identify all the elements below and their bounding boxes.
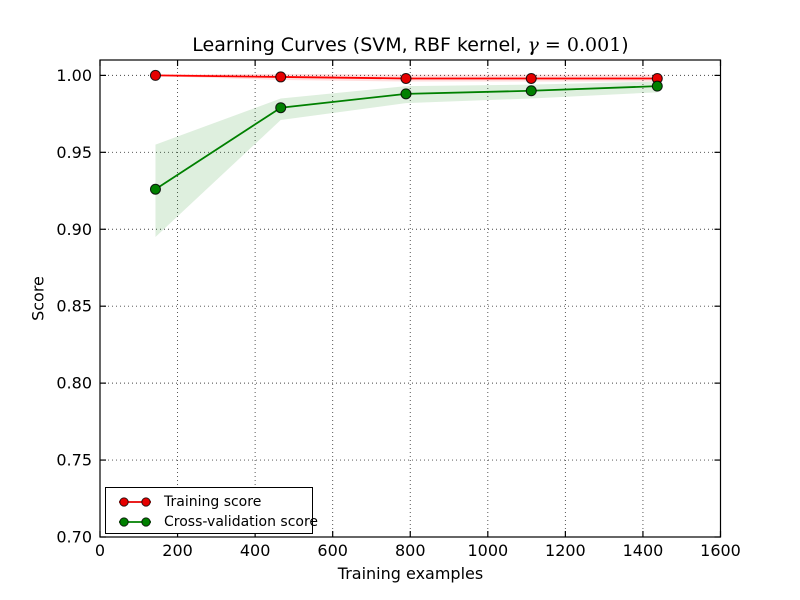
y-tick-label: 0.85 bbox=[56, 297, 92, 316]
plot-area bbox=[100, 60, 721, 537]
x-tick-label: 1400 bbox=[623, 541, 664, 560]
gamma-value: = 0.001 bbox=[538, 34, 622, 56]
x-tick-label: 1600 bbox=[700, 541, 741, 560]
legend-label: Cross-validation score bbox=[164, 514, 319, 530]
legend-label: Training score bbox=[164, 494, 262, 510]
x-axis-label: Training examples bbox=[337, 564, 484, 583]
x-tick-label: 1200 bbox=[545, 541, 586, 560]
data-point-cv bbox=[275, 102, 287, 114]
y-tick-label: 0.90 bbox=[56, 220, 92, 239]
y-axis-label: Score bbox=[28, 276, 48, 321]
x-tick-label: 1000 bbox=[467, 541, 508, 560]
x-tick-label: 0 bbox=[95, 541, 105, 560]
data-point-train bbox=[525, 72, 537, 84]
legend-marker-icon bbox=[119, 497, 151, 507]
chart-title-text: Learning Curves (SVM, RBF kernel, bbox=[192, 34, 528, 56]
y-tick-label: 0.80 bbox=[56, 374, 92, 393]
chart-title: Learning Curves (SVM, RBF kernel, γ = 0.… bbox=[100, 34, 721, 56]
chart-title-suffix: ) bbox=[621, 34, 629, 56]
y-tick-label: 0.70 bbox=[56, 528, 92, 547]
y-tick-label: 0.95 bbox=[56, 143, 92, 162]
gamma-symbol: γ bbox=[527, 34, 539, 56]
x-tick-label: 800 bbox=[395, 541, 426, 560]
data-point-cv bbox=[149, 183, 161, 195]
legend: Training score Cross-validation score bbox=[105, 487, 318, 534]
legend-item: Training score bbox=[115, 492, 312, 512]
data-point-cv bbox=[400, 88, 412, 100]
y-tick-label: 0.75 bbox=[56, 451, 92, 470]
x-tick-label: 400 bbox=[240, 541, 271, 560]
data-point-train bbox=[400, 72, 412, 84]
x-tick-label: 600 bbox=[317, 541, 348, 560]
data-point-train bbox=[149, 69, 161, 81]
data-point-cv bbox=[525, 85, 537, 97]
legend-item: Cross-validation score bbox=[115, 512, 318, 532]
data-point-train bbox=[275, 71, 287, 83]
legend-marker-icon bbox=[119, 517, 151, 527]
data-point-cv bbox=[651, 80, 663, 92]
y-tick-label: 1.00 bbox=[56, 66, 92, 85]
x-tick-label: 200 bbox=[162, 541, 193, 560]
